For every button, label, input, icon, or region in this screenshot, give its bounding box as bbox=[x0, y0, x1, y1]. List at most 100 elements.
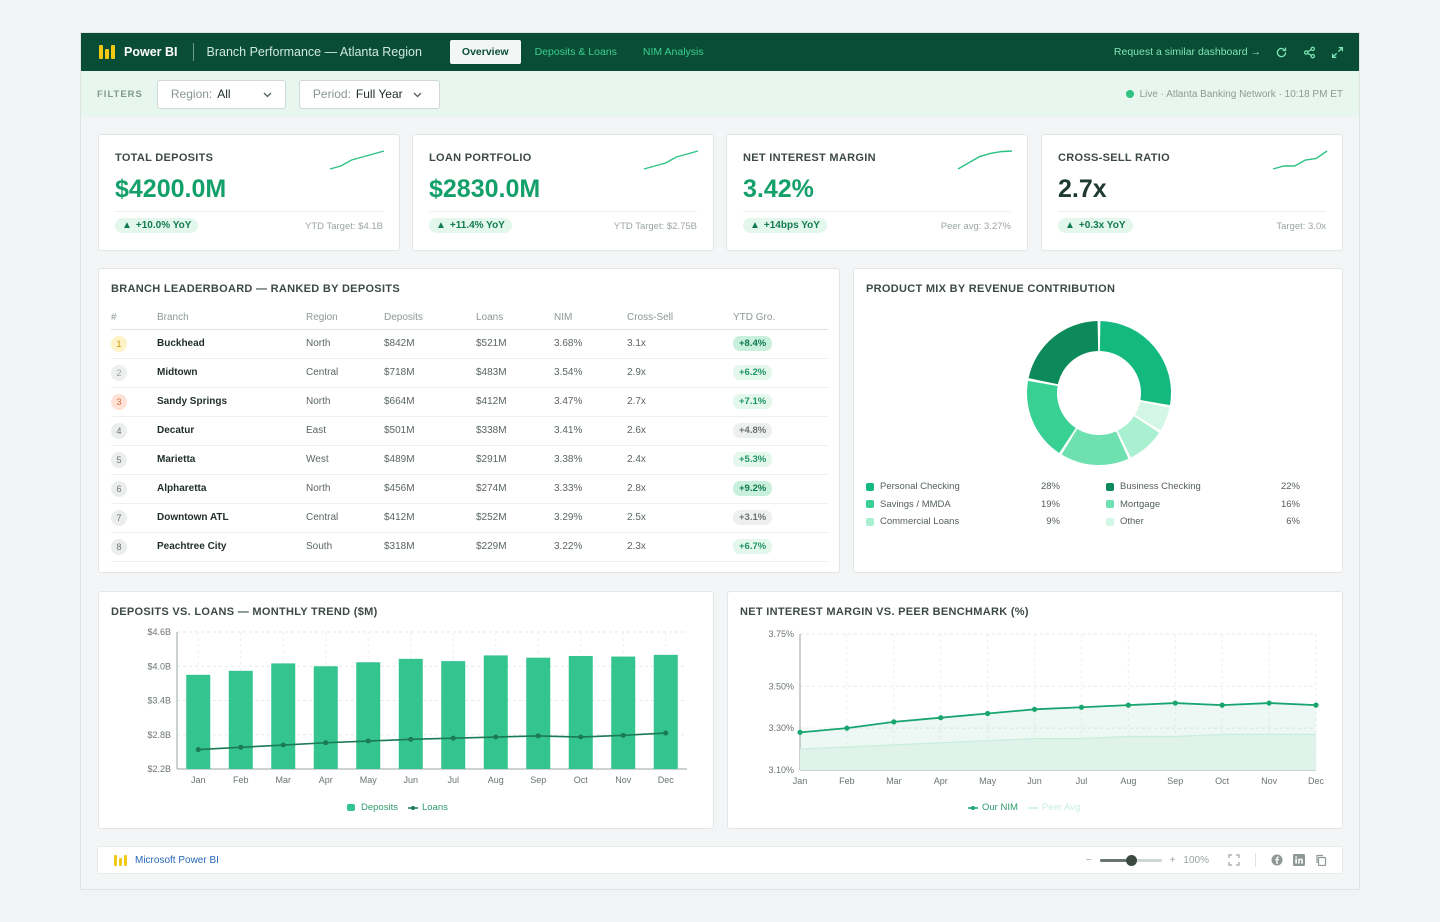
legend-peer-avg[interactable]: Peer Avg bbox=[1041, 802, 1081, 813]
growth-cell: +4.8% bbox=[733, 416, 828, 446]
linkedin-icon[interactable] bbox=[1292, 853, 1306, 867]
x-tick-label: Jun bbox=[1027, 776, 1042, 786]
deposits-bar bbox=[271, 663, 296, 769]
powerbi-footer-link[interactable]: Microsoft Power BI bbox=[114, 854, 219, 866]
growth-cell: +8.4% bbox=[733, 329, 828, 359]
loans-cell: $229M bbox=[476, 532, 554, 562]
period-dropdown[interactable]: Period: Full Year bbox=[298, 79, 440, 109]
deposits-bar bbox=[611, 656, 636, 769]
divider bbox=[115, 211, 383, 212]
cross-sell-cell: 2.7x bbox=[627, 387, 733, 417]
request-dashboard-link[interactable]: Request a similar dashboard → bbox=[1113, 46, 1261, 58]
region-cell: Central bbox=[306, 503, 384, 533]
column-header[interactable]: Region bbox=[306, 307, 384, 330]
column-header[interactable]: YTD Gro. bbox=[733, 307, 828, 330]
legend-label: Mortgage bbox=[1120, 498, 1161, 510]
kpi-target: Peer avg: 3.27% bbox=[940, 221, 1011, 232]
kpi-change-badge: ▲ +0.3x YoY bbox=[1058, 218, 1133, 233]
legend-label: Commercial Loans bbox=[880, 516, 960, 527]
legend-deposits[interactable]: Deposits bbox=[361, 802, 398, 813]
sparkline-path bbox=[957, 150, 1013, 170]
column-header[interactable]: Cross-Sell bbox=[627, 307, 733, 330]
live-status-text: Live · Atlanta Banking Network · 10:18 P… bbox=[1139, 88, 1343, 100]
zoom-slider-handle[interactable] bbox=[1125, 854, 1137, 866]
x-tick-label: Nov bbox=[1261, 776, 1278, 786]
expand-icon[interactable] bbox=[1329, 44, 1345, 60]
page-tabs: Overview Deposits & Loans NIM Analysis bbox=[449, 40, 718, 64]
leaderboard-table: # Branch Region Deposits Loans NIM Cross… bbox=[111, 307, 828, 562]
loans-point bbox=[620, 732, 626, 738]
table-row[interactable]: 7 Downtown ATL Central $412M $252M 3.29% 2.5x +… bbox=[111, 503, 828, 533]
divider bbox=[1255, 853, 1256, 867]
facebook-icon[interactable] bbox=[1270, 853, 1284, 867]
kpi-target: Target: 3.0x bbox=[1276, 221, 1326, 232]
copy-icon[interactable] bbox=[1314, 853, 1328, 867]
table-row[interactable]: 8 Peachtree City South $318M $229M 3.22% 2.3x +… bbox=[111, 532, 828, 562]
kpi-card-cross-sell-ratio[interactable]: CROSS-SELL RATIO 2.7x ▲ +0.3x YoY Target:… bbox=[1041, 134, 1343, 251]
x-tick-label: Jul bbox=[447, 775, 459, 785]
tab-deposits-loans[interactable]: Deposits & Loans bbox=[534, 46, 617, 58]
legend-item[interactable]: Other bbox=[1106, 516, 1144, 527]
legend-item[interactable]: Savings / MMDA bbox=[866, 499, 951, 510]
zoom-in-button[interactable]: + bbox=[1169, 854, 1176, 866]
zoom-out-button[interactable]: − bbox=[1085, 854, 1092, 866]
kpi-card-net-interest-margin[interactable]: NET INTEREST MARGIN 3.42% ▲ +14bps YoY Pe… bbox=[726, 134, 1028, 251]
legend-item[interactable]: Personal Checking bbox=[866, 481, 960, 492]
growth-cell: +7.1% bbox=[733, 387, 828, 417]
deposits-bar bbox=[483, 655, 508, 769]
our-nim-point bbox=[938, 715, 944, 721]
refresh-icon[interactable] bbox=[1273, 44, 1289, 60]
column-header[interactable]: NIM bbox=[554, 307, 627, 330]
divider bbox=[192, 43, 194, 61]
sparkline-path bbox=[329, 150, 385, 170]
y-tick-label: $4.0B bbox=[147, 661, 171, 671]
loans-line bbox=[198, 732, 666, 751]
y-tick-label: 3.10% bbox=[768, 765, 794, 775]
legend-swatch bbox=[1106, 482, 1114, 491]
divider bbox=[1058, 211, 1326, 212]
kpi-card-loan-portfolio[interactable]: LOAN PORTFOLIO $2830.0M ▲ +11.4% YoY YTD … bbox=[412, 134, 714, 251]
legend-item[interactable]: Commercial Loans bbox=[866, 516, 959, 527]
our-nim-legend-marker bbox=[968, 805, 978, 810]
period-key: Period: bbox=[312, 87, 351, 101]
legend-swatch bbox=[866, 482, 874, 491]
legend-item[interactable]: Business Checking bbox=[1106, 481, 1201, 492]
sparkline-path bbox=[643, 150, 699, 170]
table-row[interactable]: 1 Buckhead North $842M $521M 3.68% 3.1x +8.4% bbox=[111, 329, 828, 359]
kpi-target: YTD Target: $4.1B bbox=[305, 221, 383, 232]
region-dropdown[interactable]: Region: All bbox=[156, 79, 286, 109]
kpi-label: CROSS-SELL RATIO bbox=[1058, 152, 1170, 164]
legend-loans[interactable]: Loans bbox=[421, 802, 448, 813]
deposits-cell: $842M bbox=[384, 329, 476, 359]
rank-cell: 7 bbox=[111, 503, 157, 533]
table-row[interactable]: 4 Decatur East $501M $338M 3.41% 2.6x +4.8% bbox=[111, 416, 828, 446]
legend-our-nim[interactable]: Our NIM bbox=[982, 802, 1018, 813]
deposits-cell: $718M bbox=[384, 358, 476, 388]
column-header[interactable]: # bbox=[111, 307, 157, 330]
region-key: Region: bbox=[170, 87, 213, 101]
column-header[interactable]: Loans bbox=[476, 307, 554, 330]
share-icon[interactable] bbox=[1301, 44, 1317, 60]
kpi-card-total-deposits[interactable]: TOTAL DEPOSITS $4200.0M ▲ +10.0% YoY YTD … bbox=[98, 134, 400, 251]
table-row[interactable]: 6 Alpharetta North $456M $274M 3.33% 2.8x +9.2% bbox=[111, 474, 828, 504]
column-header[interactable]: Deposits bbox=[384, 307, 476, 330]
legend-item[interactable]: Mortgage bbox=[1106, 499, 1160, 510]
loans-point bbox=[493, 734, 499, 740]
powerbi-logo-icon bbox=[114, 854, 127, 866]
up-arrow-icon: ▲ bbox=[750, 220, 760, 231]
tab-nim-analysis[interactable]: NIM Analysis bbox=[642, 46, 704, 58]
region-cell: North bbox=[306, 387, 384, 417]
loans-point bbox=[238, 744, 244, 750]
nim-chart-card: NET INTEREST MARGIN VS. PEER BENCHMARK (… bbox=[727, 591, 1343, 829]
column-header[interactable]: Branch bbox=[157, 307, 306, 330]
nim-cell: 3.68% bbox=[554, 329, 627, 359]
table-row[interactable]: 3 Sandy Springs North $664M $412M 3.47% 2.7x +7… bbox=[111, 387, 828, 417]
zoom-slider[interactable] bbox=[1099, 854, 1162, 866]
nim-cell: 3.22% bbox=[554, 532, 627, 562]
x-tick-label: Feb bbox=[839, 776, 855, 786]
table-row[interactable]: 5 Marietta West $489M $291M 3.38% 2.4x +5.3% bbox=[111, 445, 828, 475]
fit-to-page-icon[interactable] bbox=[1227, 853, 1241, 867]
x-tick-label: Jan bbox=[191, 775, 206, 785]
tab-overview[interactable]: Overview bbox=[449, 40, 521, 64]
table-row[interactable]: 2 Midtown Central $718M $483M 3.54% 2.9x +6.2% bbox=[111, 358, 828, 388]
